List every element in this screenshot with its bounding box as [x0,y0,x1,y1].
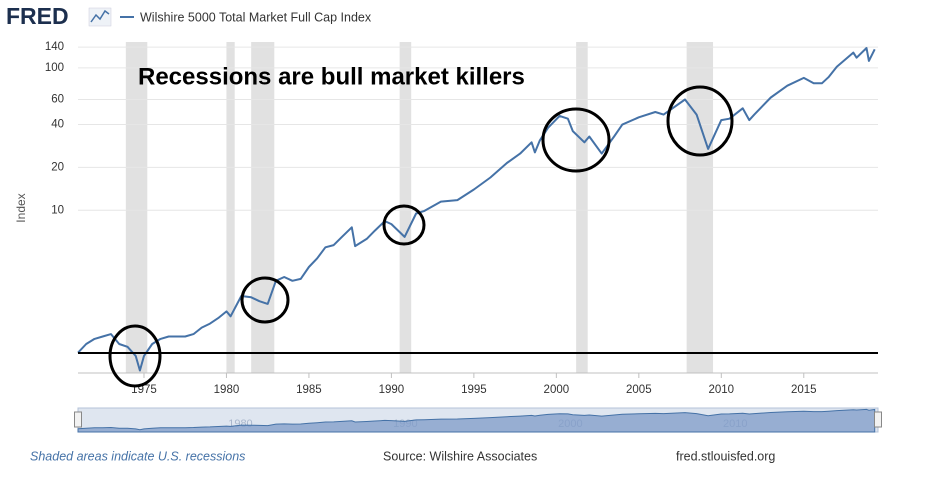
annotation-circles [108,85,734,388]
recession-band [576,42,588,373]
brand-icon [88,7,112,27]
y-axis-label: Index [14,193,28,222]
x-tick-label: 1980 [214,384,240,396]
y-tick-label: 100 [45,62,64,74]
brand: FRED [6,3,69,29]
y-tick-label: 40 [51,119,64,131]
x-tick-label: 2015 [791,384,817,396]
y-tick-label: 10 [51,204,64,216]
y-tick-label: 140 [45,41,64,53]
navigator-handle[interactable] [874,411,882,428]
recession-band [686,42,714,373]
x-tick-label: 1995 [461,384,487,396]
footer-source: Source: Wilshire Associates [383,449,537,463]
navigator-area [77,408,876,433]
x-tick-label: 1990 [379,384,405,396]
recession-band [125,42,148,373]
y-tick-label: 60 [51,94,64,106]
x-tick-label: 2000 [544,384,570,396]
x-tick-label: 1985 [296,384,322,396]
x-tick-label: 2010 [709,384,735,396]
legend-label: Wilshire 5000 Total Market Full Cap Inde… [140,10,372,24]
recession-band [226,42,235,373]
x-tick-label: 2005 [626,384,652,396]
footer-note[interactable]: Shaded areas indicate U.S. recessions [30,449,245,463]
footer-site[interactable]: fred.stlouisfed.org [676,449,775,463]
plot-background [78,42,878,373]
y-tick-label: 20 [51,161,64,173]
navigator-handle[interactable] [74,411,82,428]
annotation: Recessions are bull market killers [138,63,525,90]
